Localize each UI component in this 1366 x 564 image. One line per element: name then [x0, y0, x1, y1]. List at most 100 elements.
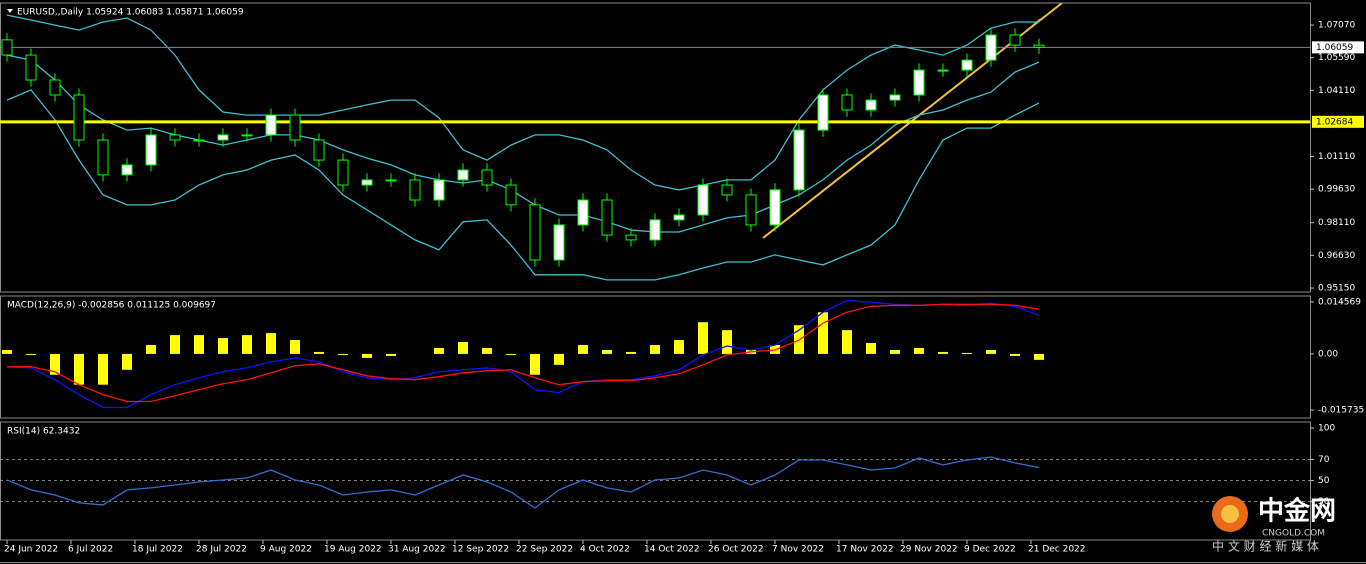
logo-icon	[1221, 505, 1239, 523]
macd-histogram-bar	[218, 338, 228, 354]
y-tick-label: 70	[1318, 455, 1330, 465]
candle-body	[337, 159, 349, 186]
x-tick-label: 21 Dec 2022	[1028, 545, 1086, 555]
candle-body	[1033, 44, 1045, 48]
macd-histogram-bar	[266, 333, 276, 354]
candle-body	[169, 134, 181, 141]
y-tick-label: 0.95150	[1318, 284, 1355, 294]
candle-body	[841, 94, 853, 111]
x-tick-label: 6 Jul 2022	[68, 545, 113, 555]
macd-histogram-bar	[842, 330, 852, 354]
bollinger-band	[6, 89, 1040, 281]
macd-histogram-bar	[482, 347, 492, 354]
price-label-box	[1312, 115, 1364, 128]
candle-body	[625, 234, 637, 241]
macd-histogram-bar	[146, 345, 156, 354]
macd-histogram-bar	[2, 349, 12, 354]
x-tick-label: 28 Jul 2022	[196, 545, 247, 555]
macd-histogram-bar	[98, 353, 108, 385]
x-tick-label: 22 Sep 2022	[516, 545, 573, 555]
candle-body	[193, 139, 205, 142]
candle-body	[313, 139, 325, 161]
x-tick-label: 9 Dec 2022	[964, 545, 1016, 555]
candle-body	[217, 134, 229, 141]
macd-histogram-bar	[626, 351, 636, 354]
candle-body	[409, 179, 421, 201]
x-tick-label: 12 Sep 2022	[452, 545, 509, 555]
watermark-logo: 中金网	[1258, 496, 1336, 527]
candle-body	[361, 179, 373, 186]
y-tick-label: 0.014569	[1318, 297, 1361, 307]
candle-body	[1009, 34, 1021, 46]
price-label: 1.02684	[1316, 117, 1353, 127]
macd-histogram-bar	[554, 353, 564, 365]
x-tick-label: 26 Oct 2022	[708, 545, 764, 555]
candle-body	[721, 184, 733, 196]
x-tick-label: 29 Nov 2022	[900, 545, 958, 555]
y-tick-label: 1.07070	[1318, 21, 1355, 31]
candle-body	[385, 179, 397, 182]
macd-histogram-bar	[650, 345, 660, 354]
y-tick-label: 50	[1318, 476, 1330, 486]
candle-body	[505, 184, 517, 206]
macd-histogram-bar	[578, 345, 588, 354]
candle-body	[817, 94, 829, 131]
macd-histogram-bar	[122, 353, 132, 370]
y-tick-label: 1.05590	[1318, 53, 1355, 63]
candle-body	[865, 99, 877, 111]
macd-histogram-bar	[914, 347, 924, 354]
candle-body	[49, 79, 61, 96]
x-tick-label: 9 Aug 2022	[260, 545, 312, 555]
macd-histogram-bar	[314, 351, 324, 354]
candle-body	[145, 134, 157, 166]
panel-frame	[0, 2, 1311, 293]
x-tick-label: 19 Aug 2022	[324, 545, 382, 555]
price-label: 1.06059	[1316, 43, 1353, 53]
macd-histogram-bar	[818, 312, 828, 354]
y-tick-label: 1.04110	[1318, 86, 1355, 96]
candle-body	[481, 169, 493, 186]
macd-histogram-bar	[866, 343, 876, 354]
candle-body	[649, 219, 661, 241]
macd-histogram-bar	[26, 353, 36, 355]
candle-body	[673, 214, 685, 221]
candle-body	[1, 39, 13, 56]
candle-body	[25, 54, 37, 81]
candle-body	[73, 94, 85, 141]
macd-histogram-bar	[602, 349, 612, 354]
watermark-slogan: 中 文 财 经 新 媒 体	[1212, 539, 1319, 554]
x-tick-label: 18 Jul 2022	[132, 545, 183, 555]
price-label-box	[1312, 41, 1364, 54]
macd-histogram-bar	[962, 352, 972, 354]
candle-body	[265, 114, 277, 136]
candle-body	[961, 59, 973, 71]
x-tick-label: 17 Nov 2022	[836, 545, 894, 555]
macd-histogram-bar	[242, 335, 252, 354]
candle-body	[457, 169, 469, 181]
symbol-marker	[7, 9, 13, 13]
candle-body	[433, 179, 445, 201]
macd-line	[6, 299, 1040, 409]
x-tick-label: 24 Jun 2022	[4, 545, 58, 555]
x-tick-label: 14 Oct 2022	[644, 545, 700, 555]
macd-histogram-bar	[530, 353, 540, 375]
candle-body	[793, 129, 805, 191]
candle-body	[289, 114, 301, 141]
candle-body	[601, 199, 613, 236]
x-tick-label: 4 Oct 2022	[580, 545, 630, 555]
candle-body	[937, 69, 949, 72]
candle-body	[745, 194, 757, 226]
candle-body	[121, 164, 133, 176]
candle-body	[97, 139, 109, 176]
macd-histogram-bar	[386, 353, 396, 356]
macd-histogram-bar	[74, 353, 84, 385]
panel-title: MACD(12,26,9) -0.002856 0.011125 0.00969…	[7, 301, 216, 311]
y-tick-label: 0.98110	[1318, 218, 1355, 228]
y-tick-label: 0.00	[1318, 349, 1338, 359]
candle-body	[769, 189, 781, 226]
y-tick-label: 0.96630	[1318, 251, 1355, 261]
candle-body	[241, 134, 253, 137]
